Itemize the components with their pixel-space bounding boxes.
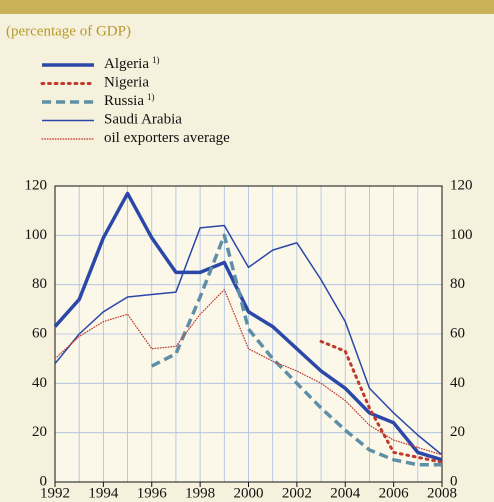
- legend-name: Nigeria: [104, 75, 149, 91]
- legend-label: Russia 1): [104, 92, 155, 109]
- y2-tick-label: 80: [450, 276, 465, 292]
- y2-tick-label: 20: [450, 424, 465, 440]
- line-series: [54, 289, 443, 456]
- legend-label: Algeria 1): [104, 55, 159, 72]
- y-tick-label: 100: [25, 227, 48, 243]
- y-tick-label: 20: [32, 424, 47, 440]
- x-tick-label: 1996: [137, 485, 168, 501]
- line-series: [319, 339, 444, 464]
- legend-footnote: 1): [147, 92, 155, 102]
- x-tick-label: 2000: [234, 485, 264, 501]
- x-tick-label: 1992: [40, 485, 70, 501]
- y2-tick-label: 0: [450, 473, 458, 489]
- plot-frame: [54, 185, 443, 483]
- legend-label: oil exporters average: [104, 130, 230, 146]
- line-series: [53, 191, 443, 462]
- y-tick-label: 40: [32, 375, 47, 391]
- y-tick-label: 80: [32, 276, 47, 292]
- x-tick-label: 2002: [282, 485, 312, 501]
- x-tick-label: 2004: [330, 485, 361, 501]
- line-series: [54, 224, 443, 456]
- y-tick-label: 60: [32, 325, 47, 341]
- header-band: [0, 0, 494, 14]
- subtitle: (percentage of GDP): [6, 23, 131, 39]
- legend-name: oil exporters average: [104, 130, 230, 146]
- x-tick-label: 2008: [427, 485, 457, 501]
- x-tick-label: 2006: [379, 485, 410, 501]
- y-tick-label: 0: [40, 473, 48, 489]
- legend-name: Algeria: [104, 56, 149, 72]
- y2-tick-label: 100: [450, 227, 473, 243]
- legend-label: Nigeria: [104, 75, 149, 91]
- legend-name: Russia: [104, 93, 144, 109]
- legend-name: Saudi Arabia: [104, 112, 182, 128]
- legend-label: Saudi Arabia: [104, 112, 182, 128]
- x-tick-label: 1998: [185, 485, 215, 501]
- y2-tick-label: 60: [450, 325, 465, 341]
- y-tick-label: 120: [25, 177, 48, 193]
- y2-tick-label: 120: [450, 177, 473, 193]
- y2-tick-label: 40: [450, 375, 465, 391]
- line-series: [150, 233, 442, 467]
- x-tick-label: 1994: [88, 485, 119, 501]
- legend-footnote: 1): [152, 55, 160, 65]
